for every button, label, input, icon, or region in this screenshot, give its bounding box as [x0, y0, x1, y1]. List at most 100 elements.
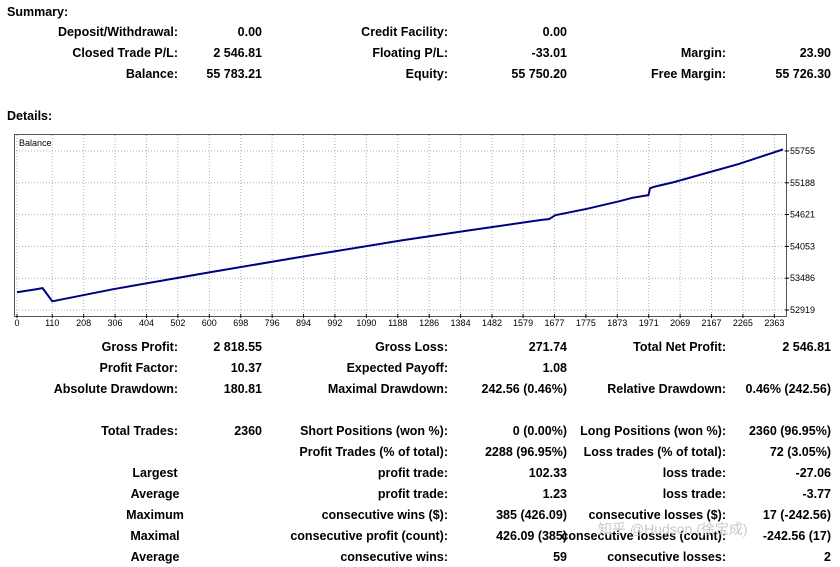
- trade-value: 72 (3.05%): [769, 445, 831, 459]
- chart-legend-balance: Balance: [19, 138, 52, 148]
- detail-label: Relative Drawdown:: [607, 382, 726, 396]
- detail-label: Absolute Drawdown:: [53, 382, 178, 396]
- summary-value: 55 726.30: [775, 67, 831, 81]
- detail-value: 271.74: [528, 340, 567, 354]
- trade-label: consecutive wins:: [340, 550, 448, 564]
- x-tick-label: 1579: [513, 318, 533, 328]
- summary-label: Floating P/L:: [372, 46, 448, 60]
- x-tick-label: 2265: [733, 318, 753, 328]
- y-tick-label: 52919: [790, 305, 815, 315]
- summary-value: 0.00: [542, 25, 567, 39]
- detail-value: 10.37: [230, 361, 262, 375]
- summary-label: Free Margin:: [650, 67, 726, 81]
- trade-label: Total Trades:: [101, 424, 178, 438]
- x-tick-label: 208: [76, 318, 91, 328]
- summary-value: 55 750.20: [511, 67, 567, 81]
- x-tick-label: 1677: [544, 318, 564, 328]
- x-tick-label: 1188: [388, 318, 407, 328]
- trade-label: Average: [130, 550, 180, 564]
- series-line-balance: [16, 148, 784, 303]
- trade-label: loss trade:: [662, 466, 726, 480]
- trade-label: Short Positions (won %):: [300, 424, 448, 438]
- balance-chart: 55755 55188 54621 54053 53486 52919 0 110 208 306…: [14, 135, 815, 328]
- x-tick-label: 110: [45, 318, 59, 328]
- y-tick-label: 55755: [790, 146, 815, 156]
- trade-value: -242.56 (17): [762, 529, 831, 543]
- trade-label: Maximal: [130, 529, 180, 543]
- trade-value: 102.33: [528, 466, 567, 480]
- x-tick-label: 2069: [670, 318, 690, 328]
- detail-label: Profit Factor:: [99, 361, 178, 375]
- summary-title: Summary:: [7, 5, 69, 19]
- detail-label: Gross Profit:: [101, 340, 178, 354]
- trade-value: 59: [553, 550, 567, 564]
- x-tick-label: 2363: [764, 318, 784, 328]
- y-tick-label: 54053: [790, 241, 815, 251]
- trade-label: consecutive losses ($):: [588, 508, 726, 522]
- trade-value: 426.09 (385): [496, 529, 567, 543]
- trade-value: 2360 (96.95%): [748, 424, 831, 438]
- summary-label: Balance:: [125, 67, 178, 81]
- x-tick-label: 1090: [356, 318, 376, 328]
- x-tick-label: 698: [233, 318, 248, 328]
- x-tick-label: 1775: [576, 318, 596, 328]
- x-tick-label: 894: [296, 318, 311, 328]
- x-tick-label: 2167: [702, 318, 722, 328]
- trade-label: consecutive wins ($):: [321, 508, 448, 522]
- trade-label: Average: [130, 487, 180, 501]
- x-tick-label: 1286: [419, 318, 439, 328]
- trade-label: Long Positions (won %):: [580, 424, 726, 438]
- trade-label: Largest: [132, 466, 178, 480]
- y-tick-label: 54621: [790, 210, 815, 220]
- x-tick-label: 1971: [639, 318, 659, 328]
- x-tick-label: 502: [170, 318, 185, 328]
- trade-label: Profit Trades (% of total):: [299, 445, 448, 459]
- y-tick-label: 55188: [790, 178, 815, 188]
- watermark-text: 知乎 @Hudson (徐宝成): [598, 521, 748, 537]
- trade-value: -3.77: [802, 487, 832, 501]
- trade-value: 0 (0.00%): [512, 424, 567, 438]
- trade-value: 2288 (96.95%): [484, 445, 567, 459]
- summary-value: 0.00: [237, 25, 262, 39]
- summary-label: Deposit/Withdrawal:: [57, 25, 178, 39]
- detail-label: Gross Loss:: [375, 340, 448, 354]
- balance-chart-frame: [14, 134, 787, 317]
- summary-value: -33.01: [531, 46, 567, 60]
- detail-label: Expected Payoff:: [346, 361, 448, 375]
- x-tick-label: 0: [14, 318, 19, 328]
- x-tick-label: 796: [265, 318, 280, 328]
- trade-label: consecutive losses (count):: [561, 529, 726, 543]
- trade-label: profit trade:: [377, 487, 448, 501]
- x-tick-label: 1384: [451, 318, 471, 328]
- detail-value: 2 546.81: [782, 340, 831, 354]
- details-title: Details:: [7, 109, 53, 123]
- trade-label: loss trade:: [662, 487, 726, 501]
- trade-label: consecutive losses:: [607, 550, 726, 564]
- trade-value: 17 (-242.56): [762, 508, 831, 522]
- trade-value: -27.06: [795, 466, 831, 480]
- x-tick-label: 404: [139, 318, 154, 328]
- detail-value: 1.08: [542, 361, 567, 375]
- summary-label: Credit Facility:: [361, 25, 448, 39]
- x-tick-label: 1482: [482, 318, 502, 328]
- summary-value: 55 783.21: [206, 67, 262, 81]
- detail-value: 242.56 (0.46%): [481, 382, 567, 396]
- summary-value: 2 546.81: [213, 46, 262, 60]
- summary-value: 23.90: [799, 46, 831, 60]
- x-tick-label: 992: [327, 318, 342, 328]
- summary-label: Closed Trade P/L:: [72, 46, 178, 60]
- summary-label: Equity:: [405, 67, 448, 81]
- detail-label: Total Net Profit:: [633, 340, 726, 354]
- trade-value: 385 (426.09): [496, 508, 567, 522]
- trade-value: 2360: [234, 424, 262, 438]
- trade-value: 2: [824, 550, 831, 564]
- detail-value: 180.81: [223, 382, 262, 396]
- x-tick-label: 306: [108, 318, 123, 328]
- detail-label: Maximal Drawdown:: [327, 382, 448, 396]
- trade-label: Loss trades (% of total):: [583, 445, 726, 459]
- trade-label: profit trade:: [377, 466, 448, 480]
- summary-label: Margin:: [680, 46, 726, 60]
- x-tick-label: 600: [202, 318, 217, 328]
- trade-value: 1.23: [542, 487, 567, 501]
- y-tick-label: 53486: [790, 273, 815, 283]
